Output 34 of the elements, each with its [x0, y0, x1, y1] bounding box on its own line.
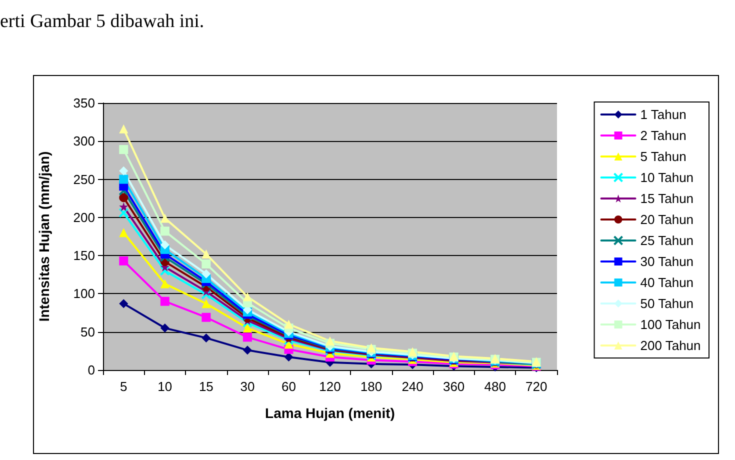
x-tick-label: 120	[319, 379, 341, 394]
x-axis-title: Lama Hujan (menit)	[265, 405, 395, 421]
legend-label: 2 Tahun	[640, 128, 686, 143]
x-tick-label: 30	[240, 379, 255, 394]
x-tick-label: 60	[281, 379, 296, 394]
x-tick-label: 15	[198, 379, 214, 394]
y-tick-label: 250	[73, 172, 95, 187]
legend-label: 100 Tahun	[640, 317, 701, 332]
legend-label: 30 Tahun	[640, 254, 694, 269]
y-tick-label: 50	[80, 324, 95, 340]
legend-label: 50 Tahun	[640, 296, 694, 311]
x-tick-label: 10	[158, 379, 172, 394]
legend-label: 15 Tahun	[640, 191, 694, 206]
legend-label: 10 Tahun	[640, 170, 694, 185]
legend-label: 200 Tahun	[640, 338, 701, 353]
y-tick-label: 150	[73, 248, 95, 264]
x-tick-label: 480	[484, 379, 506, 394]
legend-label: 40 Tahun	[640, 275, 694, 290]
text: erti Gambar 5 dibawah ini.	[0, 11, 204, 32]
y-tick-label: 350	[73, 96, 95, 110]
legend-label: 20 Tahun	[640, 212, 694, 227]
x-tick-label: 5	[120, 379, 128, 394]
legend-label: 5 Tahun	[640, 149, 686, 164]
y-tick-label: 300	[73, 134, 95, 149]
x-tick-label: 180	[360, 379, 382, 394]
legend-label: 25 Tahun	[640, 233, 694, 248]
y-tick-label: 100	[73, 286, 95, 302]
y-tick-label: 200	[73, 210, 95, 225]
legend-label: 1 Tahun	[640, 107, 686, 122]
x-tick-label: 240	[402, 379, 424, 394]
x-tick-label: 720	[526, 379, 548, 394]
x-tick-label: 360	[442, 379, 465, 394]
y-tick-label: 0	[88, 362, 95, 378]
y-axis-title: Intensitas Hujan (mm/jan)	[36, 151, 52, 322]
